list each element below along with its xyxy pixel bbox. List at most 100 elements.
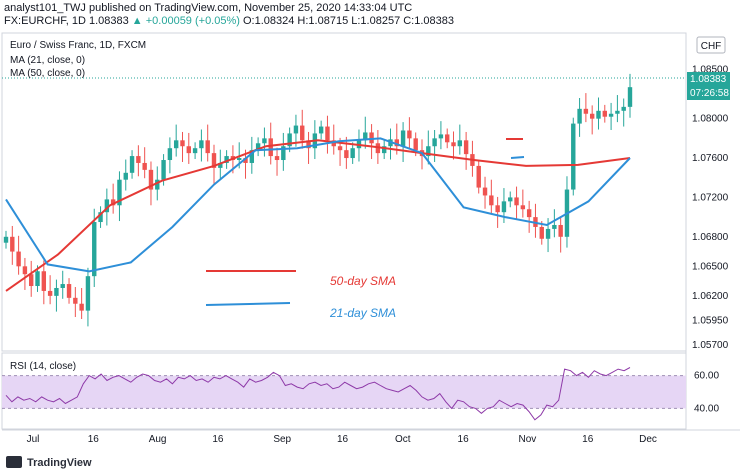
candle-body bbox=[501, 201, 507, 213]
time-tick-label: Jul bbox=[27, 434, 40, 445]
candle-body bbox=[186, 146, 191, 154]
candle-body bbox=[237, 158, 242, 161]
candle-body bbox=[608, 113, 614, 117]
price-label: 1.08383 bbox=[690, 74, 727, 85]
candle-body bbox=[293, 125, 299, 134]
time-axis[interactable]: Jul 16 Aug 16 Sep 16 Oct 16 Nov 16 Dec bbox=[27, 434, 657, 445]
candle-body bbox=[489, 195, 494, 206]
candle-body bbox=[211, 153, 217, 168]
tradingview-brand: TradingView bbox=[27, 457, 92, 469]
candle-body bbox=[369, 132, 374, 144]
candle-body bbox=[47, 290, 53, 296]
candle-body bbox=[79, 303, 84, 311]
tradingview-logo[interactable]: TradingView bbox=[6, 456, 92, 469]
candle-body bbox=[381, 146, 387, 154]
candle-body bbox=[394, 139, 399, 147]
candle-body bbox=[325, 126, 330, 141]
candle-body bbox=[66, 284, 72, 298]
candle-body bbox=[22, 266, 28, 275]
candle-body bbox=[438, 134, 444, 139]
sma50-annotation-label: 50-day SMA bbox=[330, 274, 396, 288]
candle-body bbox=[41, 271, 47, 291]
candle-body bbox=[627, 87, 633, 107]
candle-body bbox=[110, 199, 116, 206]
price-tick-label: 1.06200 bbox=[692, 291, 729, 302]
candle-body bbox=[274, 156, 280, 161]
time-tick-label: Aug bbox=[149, 434, 167, 445]
candle-body bbox=[173, 140, 179, 149]
time-tick-label: 16 bbox=[212, 434, 224, 445]
candle-body bbox=[602, 110, 607, 117]
candle-body bbox=[407, 130, 412, 139]
candle-body bbox=[104, 199, 110, 213]
currency-badge-box[interactable] bbox=[696, 36, 726, 54]
candle-body bbox=[400, 130, 406, 147]
candle-body bbox=[539, 226, 544, 239]
price-tick-label: 1.06800 bbox=[692, 232, 729, 243]
candle-body bbox=[255, 143, 261, 151]
candle-body bbox=[268, 138, 273, 157]
price-tick-label: 1.07600 bbox=[692, 153, 729, 164]
candle-body bbox=[482, 187, 488, 196]
price-label-box bbox=[687, 72, 730, 86]
ma21-line bbox=[5, 137, 631, 273]
rsi-legend: RSI (14, close) bbox=[10, 361, 76, 372]
candle-body bbox=[199, 140, 204, 149]
time-tick-label: Oct bbox=[395, 434, 411, 445]
candle-body bbox=[249, 150, 255, 163]
candle-body bbox=[589, 113, 595, 119]
candle-body bbox=[180, 140, 185, 147]
last-price: 1.08383 bbox=[88, 15, 129, 27]
time-tick-label: 16 bbox=[337, 434, 349, 445]
candle-body bbox=[558, 224, 563, 237]
candle-body bbox=[142, 162, 147, 170]
currency-badge[interactable]: CHF bbox=[701, 41, 722, 52]
candle-body bbox=[476, 165, 481, 188]
candle-body bbox=[129, 156, 135, 173]
candle-body bbox=[205, 140, 210, 154]
drawing-blue-mark bbox=[510, 156, 525, 159]
ohlc-values: O:1.08324 H:1.08715 L:1.08257 C:1.08383 bbox=[243, 15, 455, 27]
symbol-label: FX:EURCHF, 1D bbox=[4, 15, 86, 27]
candle-body bbox=[136, 156, 141, 163]
candle-body bbox=[306, 140, 311, 149]
candle-body bbox=[413, 138, 418, 151]
candle-body bbox=[54, 287, 59, 296]
candle-body bbox=[457, 140, 463, 147]
time-tick-label: 16 bbox=[88, 434, 100, 445]
price-axis[interactable]: 1.08500 1.08000 1.07600 1.07200 1.06800 1.065… bbox=[692, 64, 729, 351]
price-tick-label: 1.05950 bbox=[692, 315, 729, 326]
candle-body bbox=[281, 146, 286, 161]
price-tick-label: 1.08000 bbox=[692, 114, 729, 125]
candle-body bbox=[73, 297, 78, 304]
candle-body bbox=[117, 179, 122, 206]
candle-body bbox=[10, 236, 15, 252]
candle-body bbox=[262, 138, 267, 144]
candle-body bbox=[526, 209, 532, 218]
time-tick-label: Sep bbox=[273, 434, 291, 445]
candle-body bbox=[243, 158, 248, 163]
candle-body bbox=[545, 228, 551, 239]
candle-body bbox=[363, 132, 368, 141]
candle-body bbox=[495, 205, 500, 213]
price-panel-frame bbox=[1, 32, 687, 352]
candle-body bbox=[621, 106, 626, 111]
price-tick-label: 1.08500 bbox=[692, 64, 729, 75]
rsi-band-group bbox=[2, 375, 686, 409]
price-tick-label: 1.05700 bbox=[692, 340, 729, 351]
candle-body bbox=[85, 276, 91, 311]
candle-body bbox=[514, 197, 519, 206]
price-change: ▲ +0.00059 (+0.05%) bbox=[131, 15, 240, 27]
candles-group bbox=[3, 73, 633, 327]
candle-body bbox=[445, 134, 450, 143]
time-tick-label: Nov bbox=[519, 434, 537, 445]
candle-body bbox=[148, 169, 154, 190]
candle-body bbox=[583, 108, 589, 114]
candle-body bbox=[287, 133, 292, 147]
candle-body bbox=[508, 197, 513, 202]
candle-body bbox=[192, 148, 198, 154]
time-tick-label: Dec bbox=[639, 434, 657, 445]
rsi-band bbox=[2, 375, 686, 409]
candle-body bbox=[98, 212, 103, 223]
